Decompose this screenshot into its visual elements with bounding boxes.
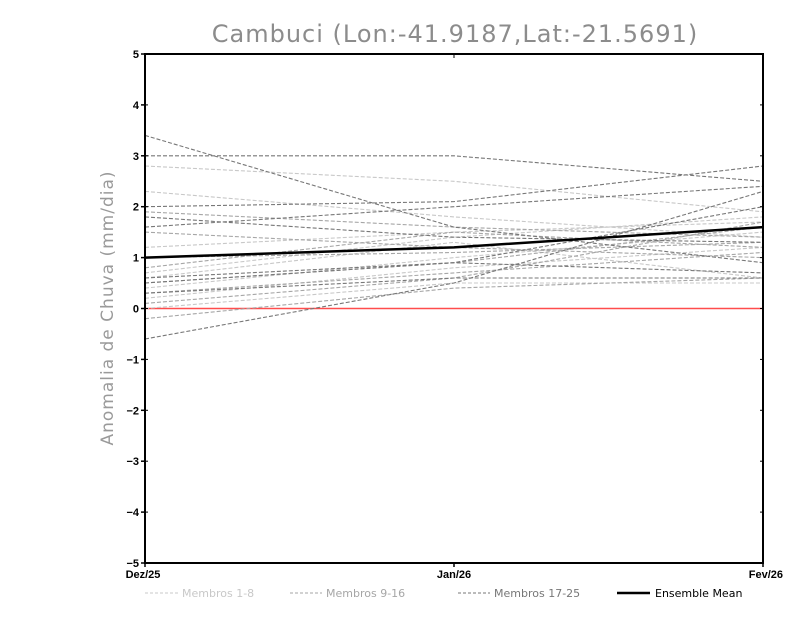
member-series-group3-5: [144, 216, 764, 243]
member-series-group1-1: [144, 190, 764, 238]
member-series-group2-1: [144, 211, 764, 238]
legend-label-membros-1-8: Membros 1-8: [182, 587, 254, 600]
member-series-group1-7: [144, 282, 763, 310]
member-series-group2-7: [144, 277, 764, 320]
y-tick-label: 1: [133, 253, 139, 265]
member-series-group2-5: [144, 251, 764, 294]
member-series-group3-2: [145, 155, 764, 182]
legend-label-membros-9-16: Membros 9-16: [326, 587, 405, 600]
y-tick-label: −5: [126, 558, 139, 570]
y-tick-label: 2: [133, 202, 139, 214]
y-tick-label: 4: [133, 100, 140, 112]
member-series-group3-7: [144, 277, 763, 294]
axes: −5 −4 −3 −2 −1 0 1 2 3 4 5 Dez/25 Jan/26 Fev/26: [126, 49, 783, 581]
y-tick-label: −2: [126, 405, 139, 417]
plot-area: [144, 134, 764, 340]
member-series-group1-3: [144, 221, 764, 248]
ensemble-mean-line: [144, 225, 764, 259]
member-series-group2-8: [144, 231, 764, 269]
x-tick-label: Jan/26: [437, 569, 471, 581]
member-series-group1-4: [144, 241, 764, 279]
y-tick-label: −1: [126, 354, 139, 366]
member-series-group1-8: [144, 216, 764, 274]
member-series-group2-6: [144, 221, 764, 304]
member-series-group1-2: [144, 165, 764, 213]
legend-label-ensemble-mean: Ensemble Mean: [655, 587, 742, 600]
legend-label-membros-17-25: Membros 17-25: [494, 587, 580, 600]
member-series-group3-1: [144, 134, 764, 264]
y-axis-label: Anomalia de Chuva (mm/dia): [98, 170, 118, 445]
member-series-group3-9: [144, 262, 764, 279]
y-tick-label: 5: [133, 49, 139, 61]
y-tick-label: 0: [133, 304, 139, 316]
y-tick-label: −3: [126, 456, 139, 468]
y-tick-label: 3: [133, 151, 139, 163]
member-series-group3-8: [144, 190, 764, 340]
member-series-group3-3: [144, 165, 764, 208]
x-tick-label: Dez/25: [126, 569, 161, 581]
chart-title: Cambuci (Lon:-41.9187,Lat:-21.5691): [212, 20, 698, 48]
y-tick-label: −4: [126, 507, 139, 519]
x-tick-label: Fev/26: [749, 569, 783, 581]
legend: Membros 1-8 Membros 9-16 Membros 17-25 E…: [145, 587, 742, 600]
member-series-group3-4: [144, 185, 764, 228]
